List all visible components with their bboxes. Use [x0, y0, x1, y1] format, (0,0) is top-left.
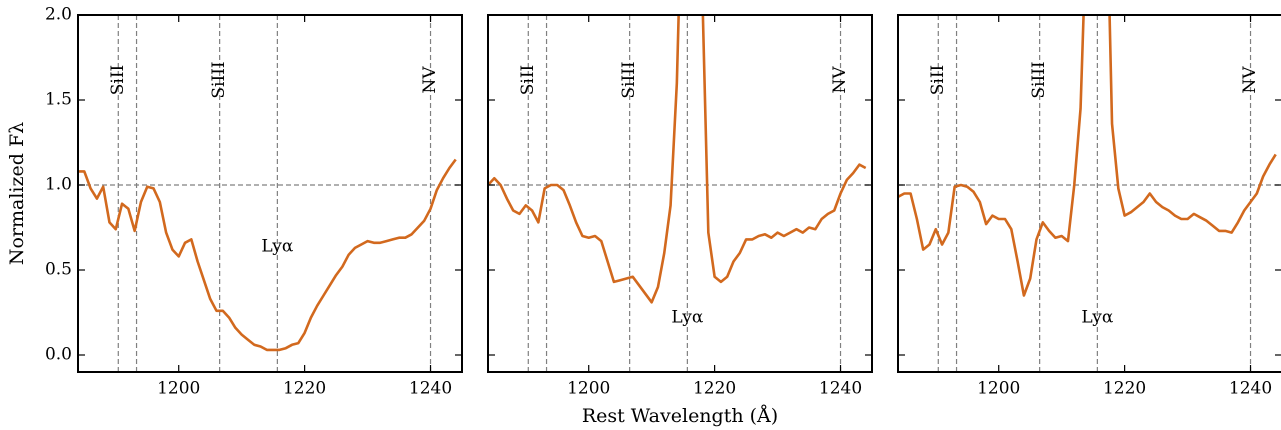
x-tick-label: 1220: [693, 379, 736, 399]
axes-frame: [897, 14, 1281, 373]
x-axis-label: Rest Wavelength (Å): [582, 405, 778, 427]
x-tick-label: 1240: [1229, 379, 1272, 399]
line-label: Lyα: [671, 308, 704, 328]
x-tick-label: 1200: [157, 379, 200, 399]
spectrum-line: [488, 15, 867, 304]
line-label: SiIII: [209, 61, 229, 98]
y-tick-label: 1.0: [45, 175, 72, 195]
spectrum-line: [898, 15, 1277, 297]
line-label: SiII: [928, 65, 948, 96]
x-tick-label: 1240: [819, 379, 862, 399]
line-label: SiIII: [1029, 61, 1049, 98]
x-tick-label: 1200: [977, 379, 1020, 399]
line-label: SiII: [108, 65, 128, 96]
line-label: Lyα: [1081, 308, 1114, 328]
line-label: NV: [1240, 66, 1260, 94]
y-tick-label: 0.5: [45, 260, 72, 280]
x-tick-label: 1220: [283, 379, 326, 399]
line-label: NV: [420, 66, 440, 94]
y-axis-label: Normalized Fλ: [6, 122, 28, 265]
axes-frame: [77, 14, 463, 373]
line-label: SiIII: [619, 61, 639, 98]
line-label: Lyα: [261, 237, 294, 257]
line-label: NV: [830, 66, 850, 94]
y-tick-label: 0.0: [45, 345, 72, 365]
x-tick-label: 1220: [1103, 379, 1146, 399]
y-tick-label: 2.0: [45, 5, 72, 25]
line-label: SiII: [518, 65, 538, 96]
x-tick-label: 1200: [567, 379, 610, 399]
x-tick-label: 1240: [409, 379, 452, 399]
spectrum-line: [78, 158, 457, 352]
y-tick-label: 1.5: [45, 90, 72, 110]
axes-frame: [487, 14, 873, 373]
